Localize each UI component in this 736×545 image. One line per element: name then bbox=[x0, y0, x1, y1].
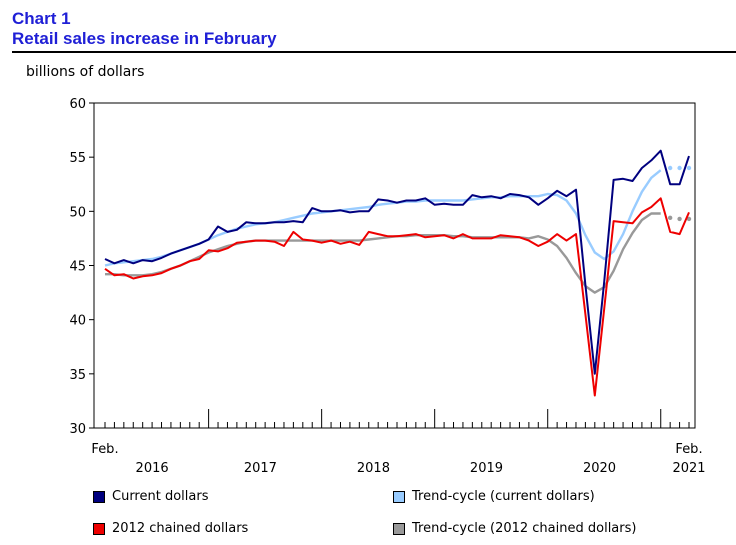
y-tick-label: 40 bbox=[69, 314, 86, 329]
x-year-label: 2019 bbox=[470, 461, 503, 476]
legend-item-current-dollars: Current dollars bbox=[93, 489, 208, 504]
series-dot-1 bbox=[667, 165, 673, 171]
chart-series bbox=[104, 149, 692, 397]
legend-label-trend-chained: Trend-cycle (2012 chained dollars) bbox=[412, 521, 637, 536]
legend-item-chained-dollars: 2012 chained dollars bbox=[93, 521, 248, 536]
chart-number: Chart 1 bbox=[12, 9, 71, 28]
series-dot-3 bbox=[686, 216, 692, 222]
legend-label-chained: 2012 chained dollars bbox=[112, 521, 249, 536]
y-tick-label: 50 bbox=[69, 205, 86, 220]
chart-title: Retail sales increase in February bbox=[12, 29, 277, 48]
chart-axes: 30 35 40 45 50 55 60 bbox=[69, 97, 696, 437]
x-year-label: 2016 bbox=[136, 461, 169, 476]
x-label-first-month: Feb. bbox=[91, 442, 118, 457]
legend-label-trend-current: Trend-cycle (current dollars) bbox=[412, 489, 595, 504]
series-dot-3 bbox=[677, 216, 682, 222]
y-tick-label: 30 bbox=[69, 422, 86, 437]
x-axis-labels: Feb. Feb. 2016 2017 2018 2019 2020 2021 bbox=[91, 442, 705, 476]
title-rule bbox=[12, 51, 736, 53]
series-line-3 bbox=[105, 212, 661, 294]
legend-swatch-trend-chained bbox=[393, 522, 405, 535]
series-line-2 bbox=[104, 197, 690, 397]
x-year-label: 2017 bbox=[244, 461, 277, 476]
series-dot-1 bbox=[686, 165, 692, 171]
y-tick-label: 45 bbox=[69, 260, 86, 275]
x-year-label: 2020 bbox=[583, 461, 616, 476]
y-tick-label: 60 bbox=[69, 97, 86, 112]
series-line-0 bbox=[104, 149, 690, 375]
x-label-last-month: Feb. bbox=[675, 442, 702, 457]
legend-item-trend-chained: Trend-cycle (2012 chained dollars) bbox=[393, 521, 636, 536]
y-tick-label: 55 bbox=[69, 151, 86, 166]
series-dot-1 bbox=[677, 165, 682, 171]
legend-item-trend-current: Trend-cycle (current dollars) bbox=[393, 489, 595, 504]
legend-label-current: Current dollars bbox=[112, 489, 209, 504]
x-year-label: 2018 bbox=[357, 461, 390, 476]
series-dot-3 bbox=[667, 215, 673, 221]
y-axis-unit-label: billions of dollars bbox=[26, 64, 145, 80]
y-tick-label: 35 bbox=[69, 368, 86, 383]
legend-swatch-chained bbox=[93, 522, 105, 535]
legend-swatch-current bbox=[93, 490, 105, 503]
legend-swatch-trend-current bbox=[393, 490, 405, 503]
x-year-label: 2021 bbox=[672, 461, 705, 476]
